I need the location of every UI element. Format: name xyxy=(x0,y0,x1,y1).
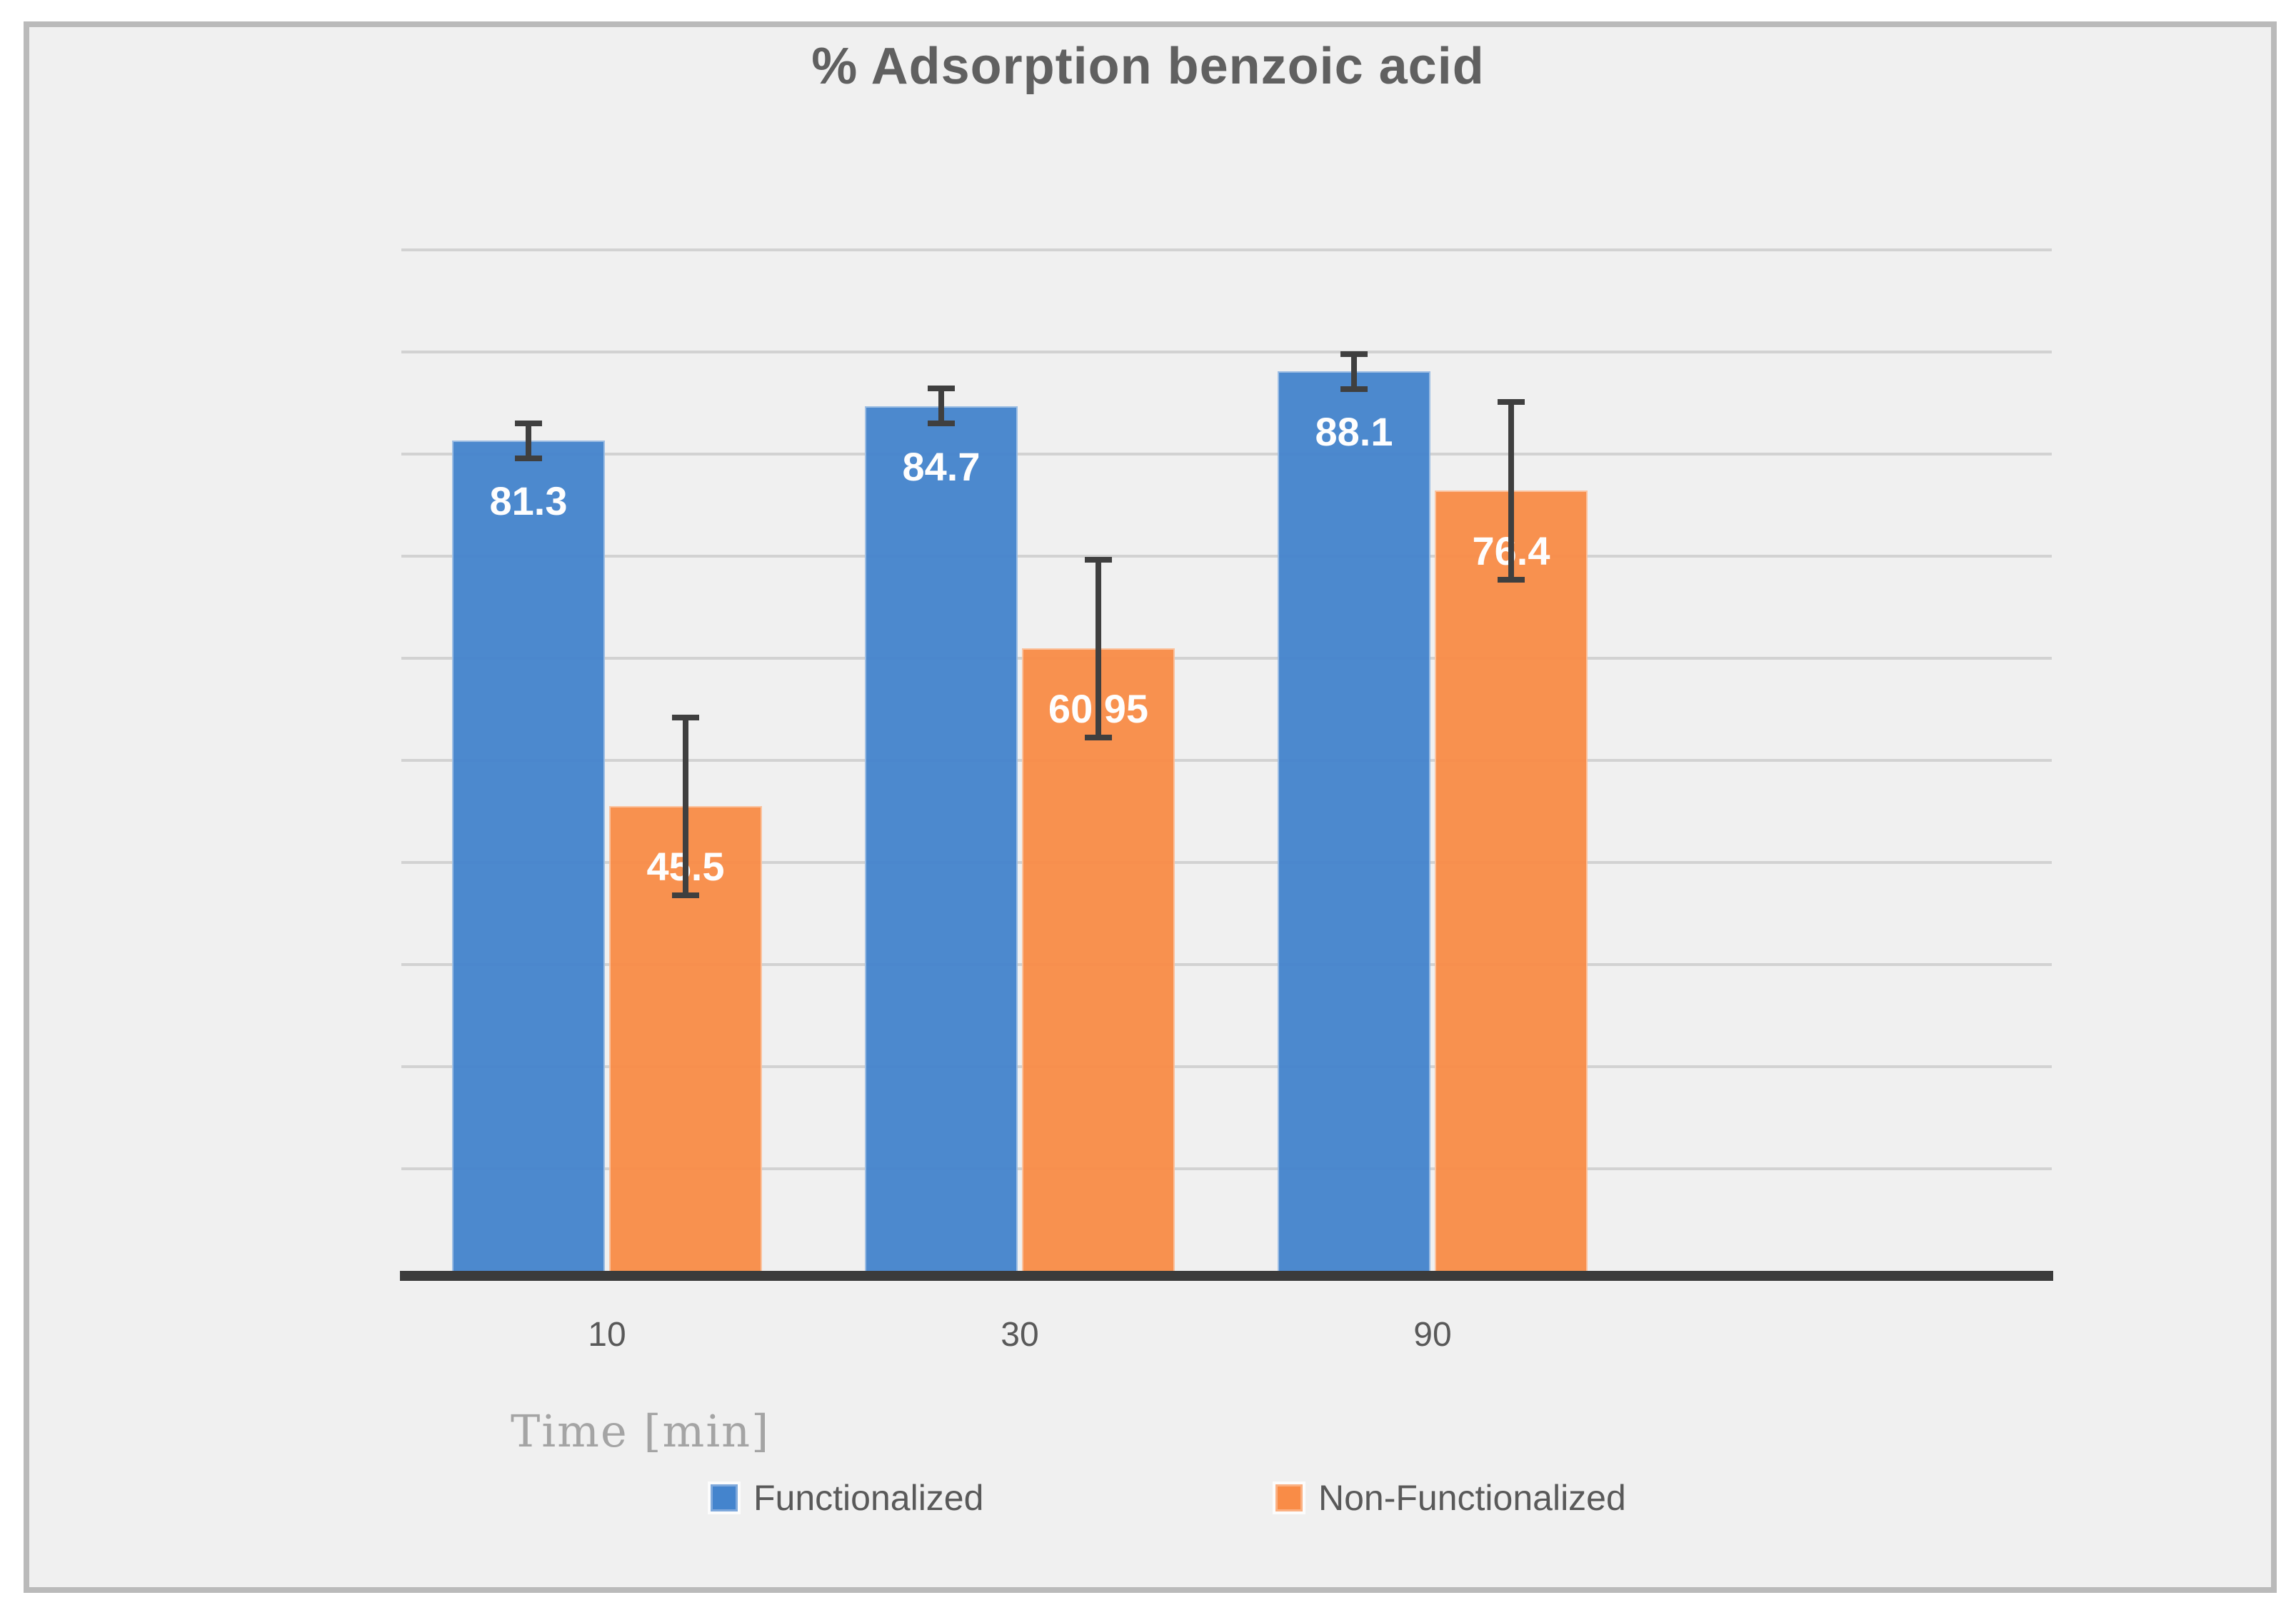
x-axis-line xyxy=(400,1271,2053,1281)
gridline xyxy=(401,351,2052,353)
x-tick-label-90: 90 xyxy=(1413,1316,1452,1354)
error-bar-cap xyxy=(928,421,955,427)
gridline xyxy=(401,759,2052,762)
x-axis-title: Time [min] xyxy=(511,1405,771,1457)
bar-functionalized-30[interactable]: 84.7 xyxy=(865,406,1018,1271)
error-bar xyxy=(1096,556,1101,741)
bar-data-label: 88.1 xyxy=(1315,409,1393,455)
gridline xyxy=(401,555,2052,558)
bar-data-label: 81.3 xyxy=(489,478,568,524)
bar-non-functionalized-90[interactable]: 76.4 xyxy=(1435,490,1588,1271)
error-bar-cap xyxy=(672,714,699,720)
legend-marker-functionalized-icon xyxy=(708,1481,741,1514)
error-bar-cap xyxy=(1498,577,1525,583)
error-bar xyxy=(1351,351,1357,392)
gridline xyxy=(401,453,2052,456)
bar-non-functionalized-10[interactable]: 45.5 xyxy=(609,806,762,1271)
error-bar xyxy=(683,714,688,899)
x-tick-label-30: 30 xyxy=(1001,1316,1039,1354)
error-bar xyxy=(1508,398,1514,583)
x-tick-label-10: 10 xyxy=(588,1316,626,1354)
gridline xyxy=(401,963,2052,966)
gridline xyxy=(401,248,2052,251)
bar-functionalized-90[interactable]: 88.1 xyxy=(1278,371,1430,1271)
gridline xyxy=(401,1167,2052,1170)
legend-label: Functionalized xyxy=(753,1478,984,1518)
legend-item-non-functionalized[interactable]: Non-Functionalized xyxy=(1273,1478,1626,1518)
error-bar-cap xyxy=(1085,556,1112,563)
bar-data-label: 84.7 xyxy=(902,443,981,489)
error-bar-cap xyxy=(928,386,955,392)
legend-marker-non-functionalized-icon xyxy=(1273,1481,1305,1514)
bar-non-functionalized-30[interactable]: 60.95 xyxy=(1022,648,1175,1271)
error-bar-cap xyxy=(1340,386,1368,392)
gridline xyxy=(401,861,2052,864)
gridline xyxy=(401,657,2052,660)
error-bar-cap xyxy=(672,892,699,899)
error-bar-cap xyxy=(515,420,542,426)
error-bar-cap xyxy=(1340,351,1368,357)
gridline xyxy=(401,1065,2052,1068)
error-bar-cap xyxy=(1085,735,1112,741)
error-bar xyxy=(526,420,531,461)
error-bar xyxy=(938,386,944,427)
chart-title: % Adsorption benzoic acid xyxy=(811,38,1485,95)
legend-item-functionalized[interactable]: Functionalized xyxy=(708,1478,984,1518)
bar-functionalized-10[interactable]: 81.3 xyxy=(452,441,605,1271)
error-bar-cap xyxy=(515,456,542,461)
error-bar-cap xyxy=(1498,398,1525,405)
legend-label: Non-Functionalized xyxy=(1318,1478,1626,1518)
